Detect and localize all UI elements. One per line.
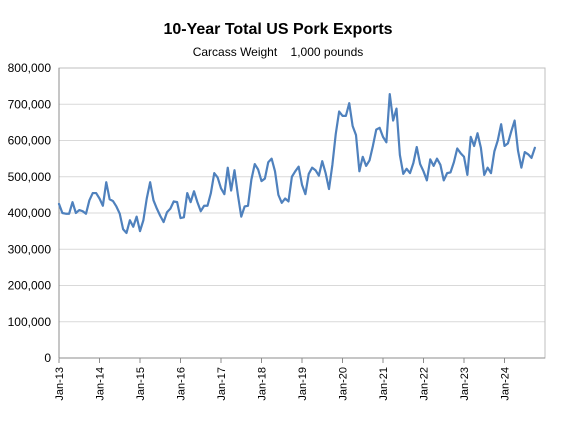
y-tick-label: 800,000 — [8, 61, 52, 75]
x-tick-label: Jan-24 — [500, 367, 512, 401]
y-tick-label: 200,000 — [8, 279, 52, 293]
y-tick-label: 400,000 — [8, 206, 52, 220]
y-tick-label: 700,000 — [8, 97, 52, 111]
x-tick-label: Jan-14 — [95, 367, 107, 401]
gridlines — [59, 103, 545, 323]
x-tick-label: Jan-23 — [459, 367, 471, 401]
x-tick-label: Jan-21 — [378, 367, 390, 401]
x-tick-label: Jan-20 — [338, 367, 350, 401]
y-axis-tick-labels: 0 100,000 200,000 300,000 400,000 500,000 600,… — [8, 61, 52, 365]
x-tick-label: Jan-18 — [257, 367, 269, 401]
y-tick-label: 600,000 — [8, 134, 52, 148]
series-line-pork-exports — [57, 93, 536, 235]
y-tick-label: 100,000 — [8, 315, 52, 329]
x-tick-label: Jan-16 — [176, 367, 188, 401]
x-tick-label: Jan-15 — [135, 367, 147, 401]
y-tick-label: 300,000 — [8, 242, 52, 256]
x-axis-tick-labels: Jan-13 Jan-14 Jan-15 Jan-16 Jan-17 Jan-18 Jan-… — [54, 358, 512, 401]
chart-title: 10-Year Total US Pork Exports — [163, 21, 392, 38]
x-tick-label: Jan-17 — [216, 367, 228, 401]
x-tick-label: Jan-13 — [54, 367, 66, 401]
y-tick-label: 500,000 — [8, 170, 52, 184]
y-tick-label: 0 — [44, 351, 51, 365]
x-tick-label: Jan-19 — [297, 367, 309, 401]
x-tick-label: Jan-22 — [419, 367, 431, 401]
chart-subtitle: Carcass Weight 1,000 pounds — [193, 45, 364, 59]
